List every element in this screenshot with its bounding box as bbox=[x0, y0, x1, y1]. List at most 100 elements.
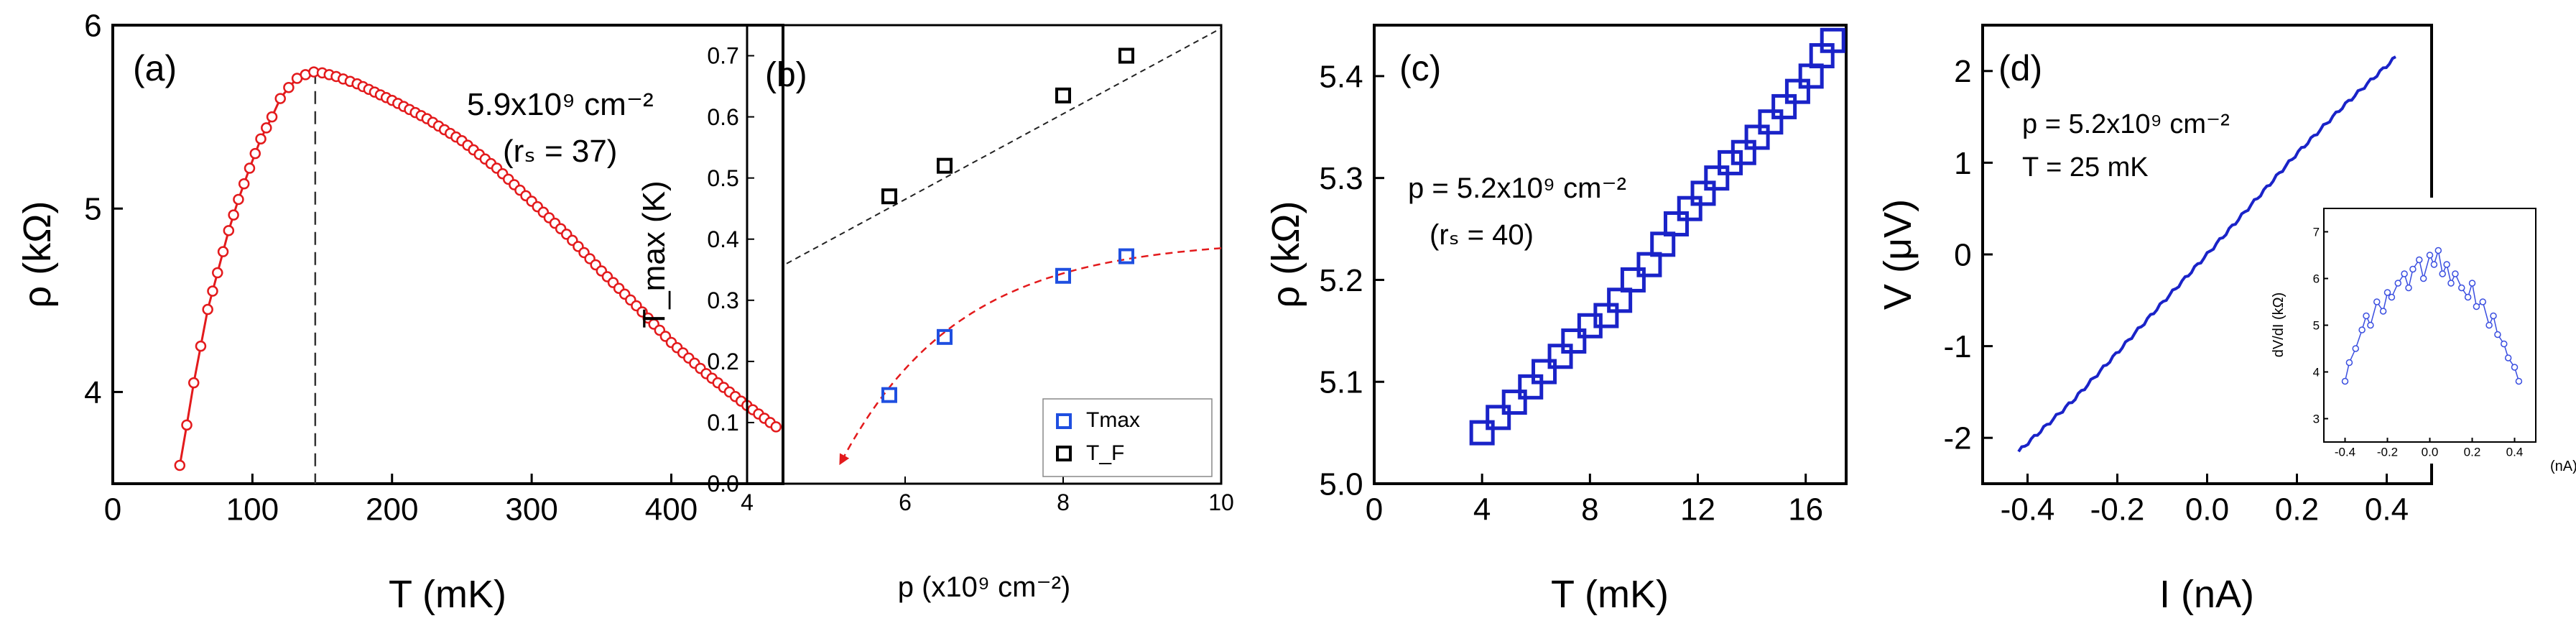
data-point bbox=[2515, 377, 2523, 385]
x-tick-label: 100 bbox=[226, 492, 279, 528]
inset-points bbox=[2341, 247, 2523, 385]
data-point bbox=[2416, 256, 2423, 264]
panel-b-tf-fit bbox=[786, 27, 1222, 264]
panel-c-frame bbox=[1373, 24, 1848, 485]
data-point bbox=[937, 157, 953, 174]
data-point bbox=[233, 193, 244, 206]
data-point bbox=[2363, 312, 2370, 320]
x-tick-label: 12 bbox=[1680, 492, 1715, 528]
data-point bbox=[2409, 265, 2417, 273]
data-point bbox=[255, 133, 267, 144]
data-point bbox=[2458, 284, 2465, 292]
panel-b: 4 6 8 10 0.0 0.1 0.2 0.3 0.4 0.5 0.6 0.7 Tmax T_F (… bbox=[636, 24, 1234, 603]
data-point bbox=[187, 377, 200, 389]
data-point bbox=[244, 162, 256, 174]
y-tick-label: 4 bbox=[84, 375, 101, 410]
y-tick-label: 0 bbox=[1954, 237, 1971, 272]
panel-c: 0 4 8 12 16 5.0 5.1 5.2 5.3 5.4 (c) p = 5.2x10⁹ c… bbox=[1264, 24, 1848, 616]
y-tick-label: 1 bbox=[1954, 146, 1971, 181]
data-point bbox=[212, 267, 223, 279]
x-tick-label: 6 bbox=[899, 489, 912, 515]
data-point bbox=[2504, 354, 2512, 362]
data-point bbox=[2367, 321, 2374, 329]
y-tick-label: 0.6 bbox=[707, 104, 738, 130]
data-point bbox=[2358, 326, 2366, 333]
panel-c-rs-annotation: (rₛ = 40) bbox=[1430, 219, 1534, 251]
data-point bbox=[1532, 359, 1557, 385]
data-point bbox=[881, 188, 897, 205]
data-point bbox=[1118, 248, 1134, 264]
y-tick-label: 5 bbox=[84, 192, 101, 227]
y-tick-label: 5.2 bbox=[1319, 263, 1363, 298]
y-tick-label: 0.4 bbox=[707, 226, 738, 252]
panel-b-ylabel: T_max (K) bbox=[636, 180, 672, 328]
data-point bbox=[937, 328, 953, 345]
data-point bbox=[2452, 270, 2459, 277]
data-point bbox=[2511, 364, 2519, 371]
y-tick-label: 5.0 bbox=[1319, 466, 1363, 502]
data-point bbox=[2468, 280, 2476, 287]
y-tick-label: 0.1 bbox=[707, 410, 738, 436]
data-point bbox=[1677, 195, 1702, 221]
data-point bbox=[249, 147, 261, 160]
x-tick-label: -0.2 bbox=[2090, 492, 2145, 528]
data-point bbox=[1663, 211, 1689, 236]
data-point bbox=[2443, 261, 2450, 268]
data-point bbox=[1798, 63, 1824, 89]
data-point bbox=[1593, 303, 1619, 328]
data-point bbox=[1704, 165, 1730, 191]
data-point bbox=[1758, 109, 1784, 135]
data-point bbox=[223, 225, 235, 236]
data-point bbox=[2373, 298, 2381, 305]
data-point bbox=[202, 303, 213, 316]
data-point bbox=[181, 419, 193, 431]
panel-b-ticks: 4 6 8 10 0.0 0.1 0.2 0.3 0.4 0.5 0.6 0.7 bbox=[707, 43, 1233, 515]
x-tick-label: 300 bbox=[505, 492, 557, 528]
y-tick-label: 5.3 bbox=[1319, 161, 1363, 196]
data-point bbox=[207, 285, 218, 297]
x-tick-label: 0 bbox=[104, 492, 121, 528]
data-point bbox=[195, 340, 207, 352]
panel-a-rs-annotation: (rₛ = 37) bbox=[503, 134, 617, 169]
panel-d-iv-curve bbox=[2017, 55, 2396, 453]
data-point bbox=[217, 246, 229, 257]
data-point bbox=[274, 93, 286, 104]
data-point bbox=[2405, 284, 2412, 292]
x-tick-label: -0.4 bbox=[2001, 492, 2055, 528]
data-point bbox=[1547, 344, 1573, 369]
inset-ticks: -0.4 -0.2 0.0 0.2 0.4 3 4 5 6 7 bbox=[2313, 225, 2524, 459]
x-tick-label: 0.0 bbox=[2422, 446, 2439, 459]
x-tick-label: 0.4 bbox=[2365, 492, 2409, 528]
data-point bbox=[2341, 377, 2349, 385]
panel-d: -0.4 -0.2 0.0 0.2 0.4 -2 -1 0 1 2 (d) p = 5.2x10⁹… bbox=[1876, 24, 2576, 616]
data-point bbox=[770, 421, 782, 433]
data-point bbox=[2447, 280, 2455, 287]
y-tick-label: 0.2 bbox=[707, 349, 738, 374]
panel-c-points bbox=[1469, 27, 1845, 446]
data-point bbox=[1820, 27, 1845, 53]
panel-d-inset: -0.4 -0.2 0.0 0.2 0.4 3 4 5 6 7 (nA) dV/dI (kΩ) bbox=[2271, 198, 2576, 474]
x-tick-label: 200 bbox=[366, 492, 418, 528]
x-tick-label: 16 bbox=[1788, 492, 1823, 528]
panel-a-frame bbox=[111, 24, 784, 485]
y-tick-label: -2 bbox=[1943, 421, 1971, 456]
data-point bbox=[2494, 331, 2501, 339]
data-point bbox=[1784, 78, 1810, 104]
data-point bbox=[1744, 124, 1770, 150]
data-point bbox=[1118, 47, 1134, 64]
y-tick-label: 0.3 bbox=[707, 287, 738, 313]
data-point bbox=[228, 209, 239, 221]
y-tick-label: 0.0 bbox=[707, 471, 738, 497]
y-tick-label: 6 bbox=[84, 8, 101, 43]
data-point bbox=[1650, 231, 1676, 257]
panel-a-xlabel: T (mK) bbox=[389, 573, 506, 616]
panel-b-frame bbox=[746, 24, 1223, 485]
data-point bbox=[1636, 252, 1662, 277]
panel-d-ylabel: V (μV) bbox=[1876, 199, 1919, 310]
x-tick-label: 0 bbox=[1366, 492, 1383, 528]
panel-a-ylabel: ρ (kΩ) bbox=[16, 201, 59, 308]
legend-tmax-label: Tmax bbox=[1086, 408, 1140, 432]
data-point bbox=[1518, 374, 1544, 400]
y-tick-label: 0.7 bbox=[707, 43, 738, 69]
